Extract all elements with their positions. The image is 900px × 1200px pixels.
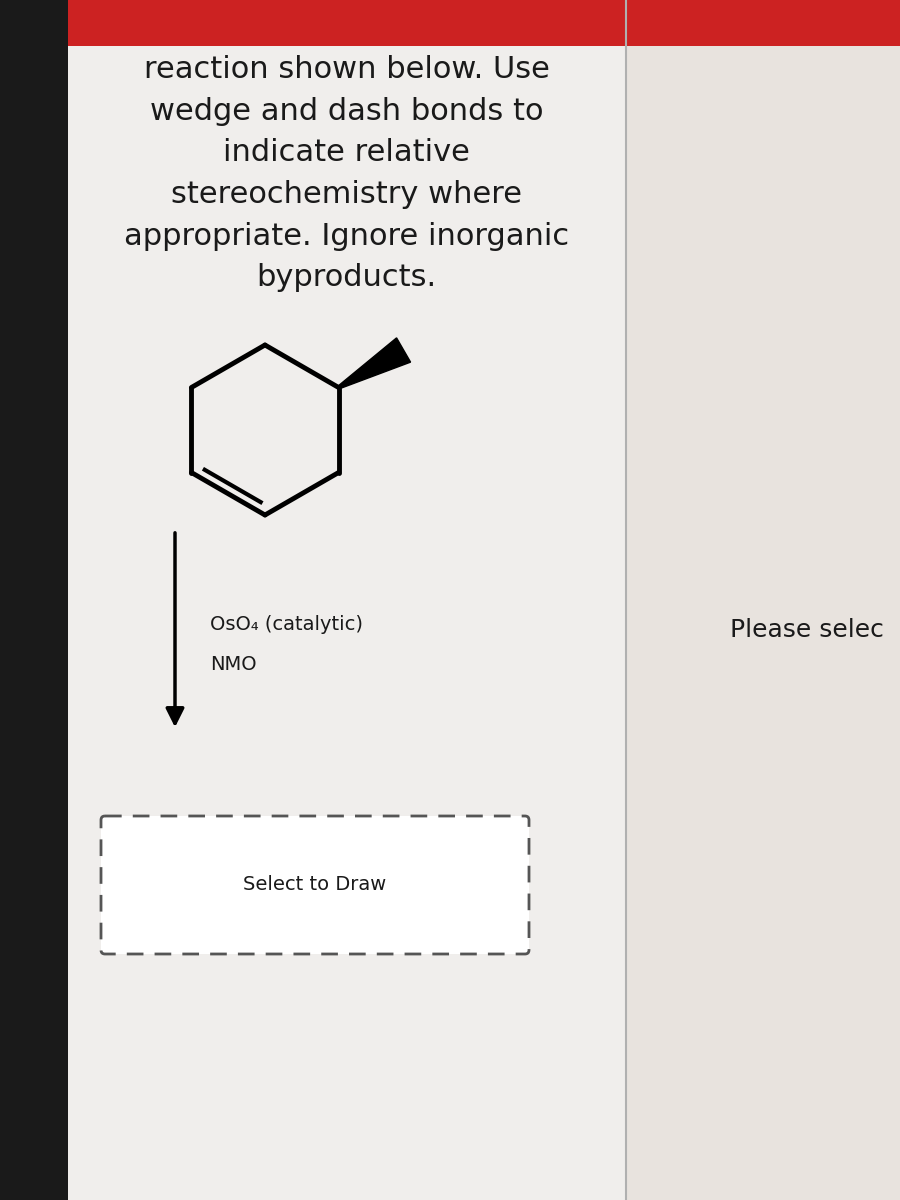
Text: reaction shown below. Use
wedge and dash bonds to
indicate relative
stereochemis: reaction shown below. Use wedge and dash… bbox=[124, 55, 569, 293]
Text: NMO: NMO bbox=[210, 655, 256, 674]
Text: OsO₄ (catalytic): OsO₄ (catalytic) bbox=[210, 616, 363, 635]
Bar bbox=[68, 0, 900, 46]
FancyBboxPatch shape bbox=[101, 816, 529, 954]
Bar bbox=[626, 0, 900, 1200]
Text: Select to Draw: Select to Draw bbox=[243, 876, 387, 894]
Text: Please selec: Please selec bbox=[730, 618, 884, 642]
Polygon shape bbox=[338, 338, 410, 389]
